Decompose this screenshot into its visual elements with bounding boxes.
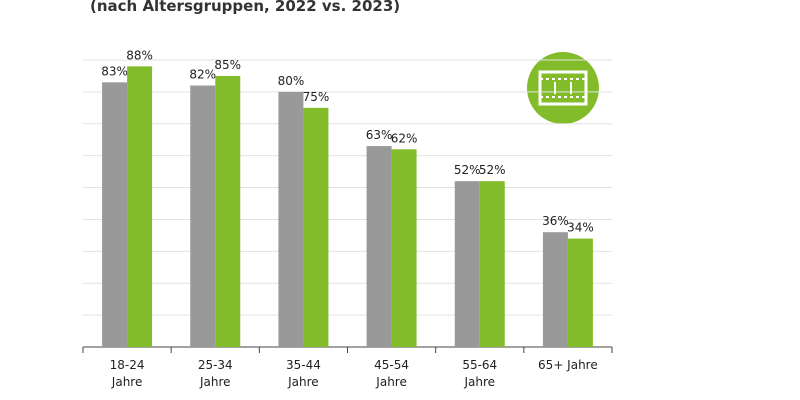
bar [567, 238, 593, 347]
bar [391, 149, 417, 347]
bar [479, 181, 505, 347]
value-label: 62% [391, 131, 418, 145]
chart-subtitle: (nach Altersgruppen, 2022 vs. 2023) [90, 0, 401, 15]
x-tick-label: 65+ Jahre [538, 358, 598, 372]
bar [542, 232, 568, 347]
x-tick-label: 25-34 Jahre [197, 358, 233, 389]
bar [102, 82, 128, 348]
x-tick-label: 55-64 Jahre [462, 358, 498, 389]
bar [127, 66, 153, 347]
bar [215, 75, 241, 347]
value-label: 82% [189, 68, 216, 82]
value-label: 63% [366, 128, 393, 142]
bar [454, 181, 480, 347]
value-label: 75% [303, 90, 330, 104]
bar [278, 91, 304, 347]
x-tick-label: 18-24 Jahre [109, 358, 145, 389]
film-icon [527, 52, 599, 124]
x-tick-label: 35-44 Jahre [285, 358, 321, 389]
bar [190, 85, 216, 347]
value-label: 80% [278, 74, 305, 88]
value-label: 83% [101, 64, 128, 78]
bar [303, 107, 329, 347]
x-tick-label: 45-54 Jahre [374, 358, 410, 389]
bar [366, 146, 392, 347]
value-label: 52% [479, 163, 506, 177]
value-label: 85% [214, 58, 241, 72]
value-label: 34% [567, 221, 594, 235]
value-label: 36% [542, 214, 569, 228]
value-label: 52% [454, 163, 481, 177]
value-label: 88% [126, 48, 153, 62]
